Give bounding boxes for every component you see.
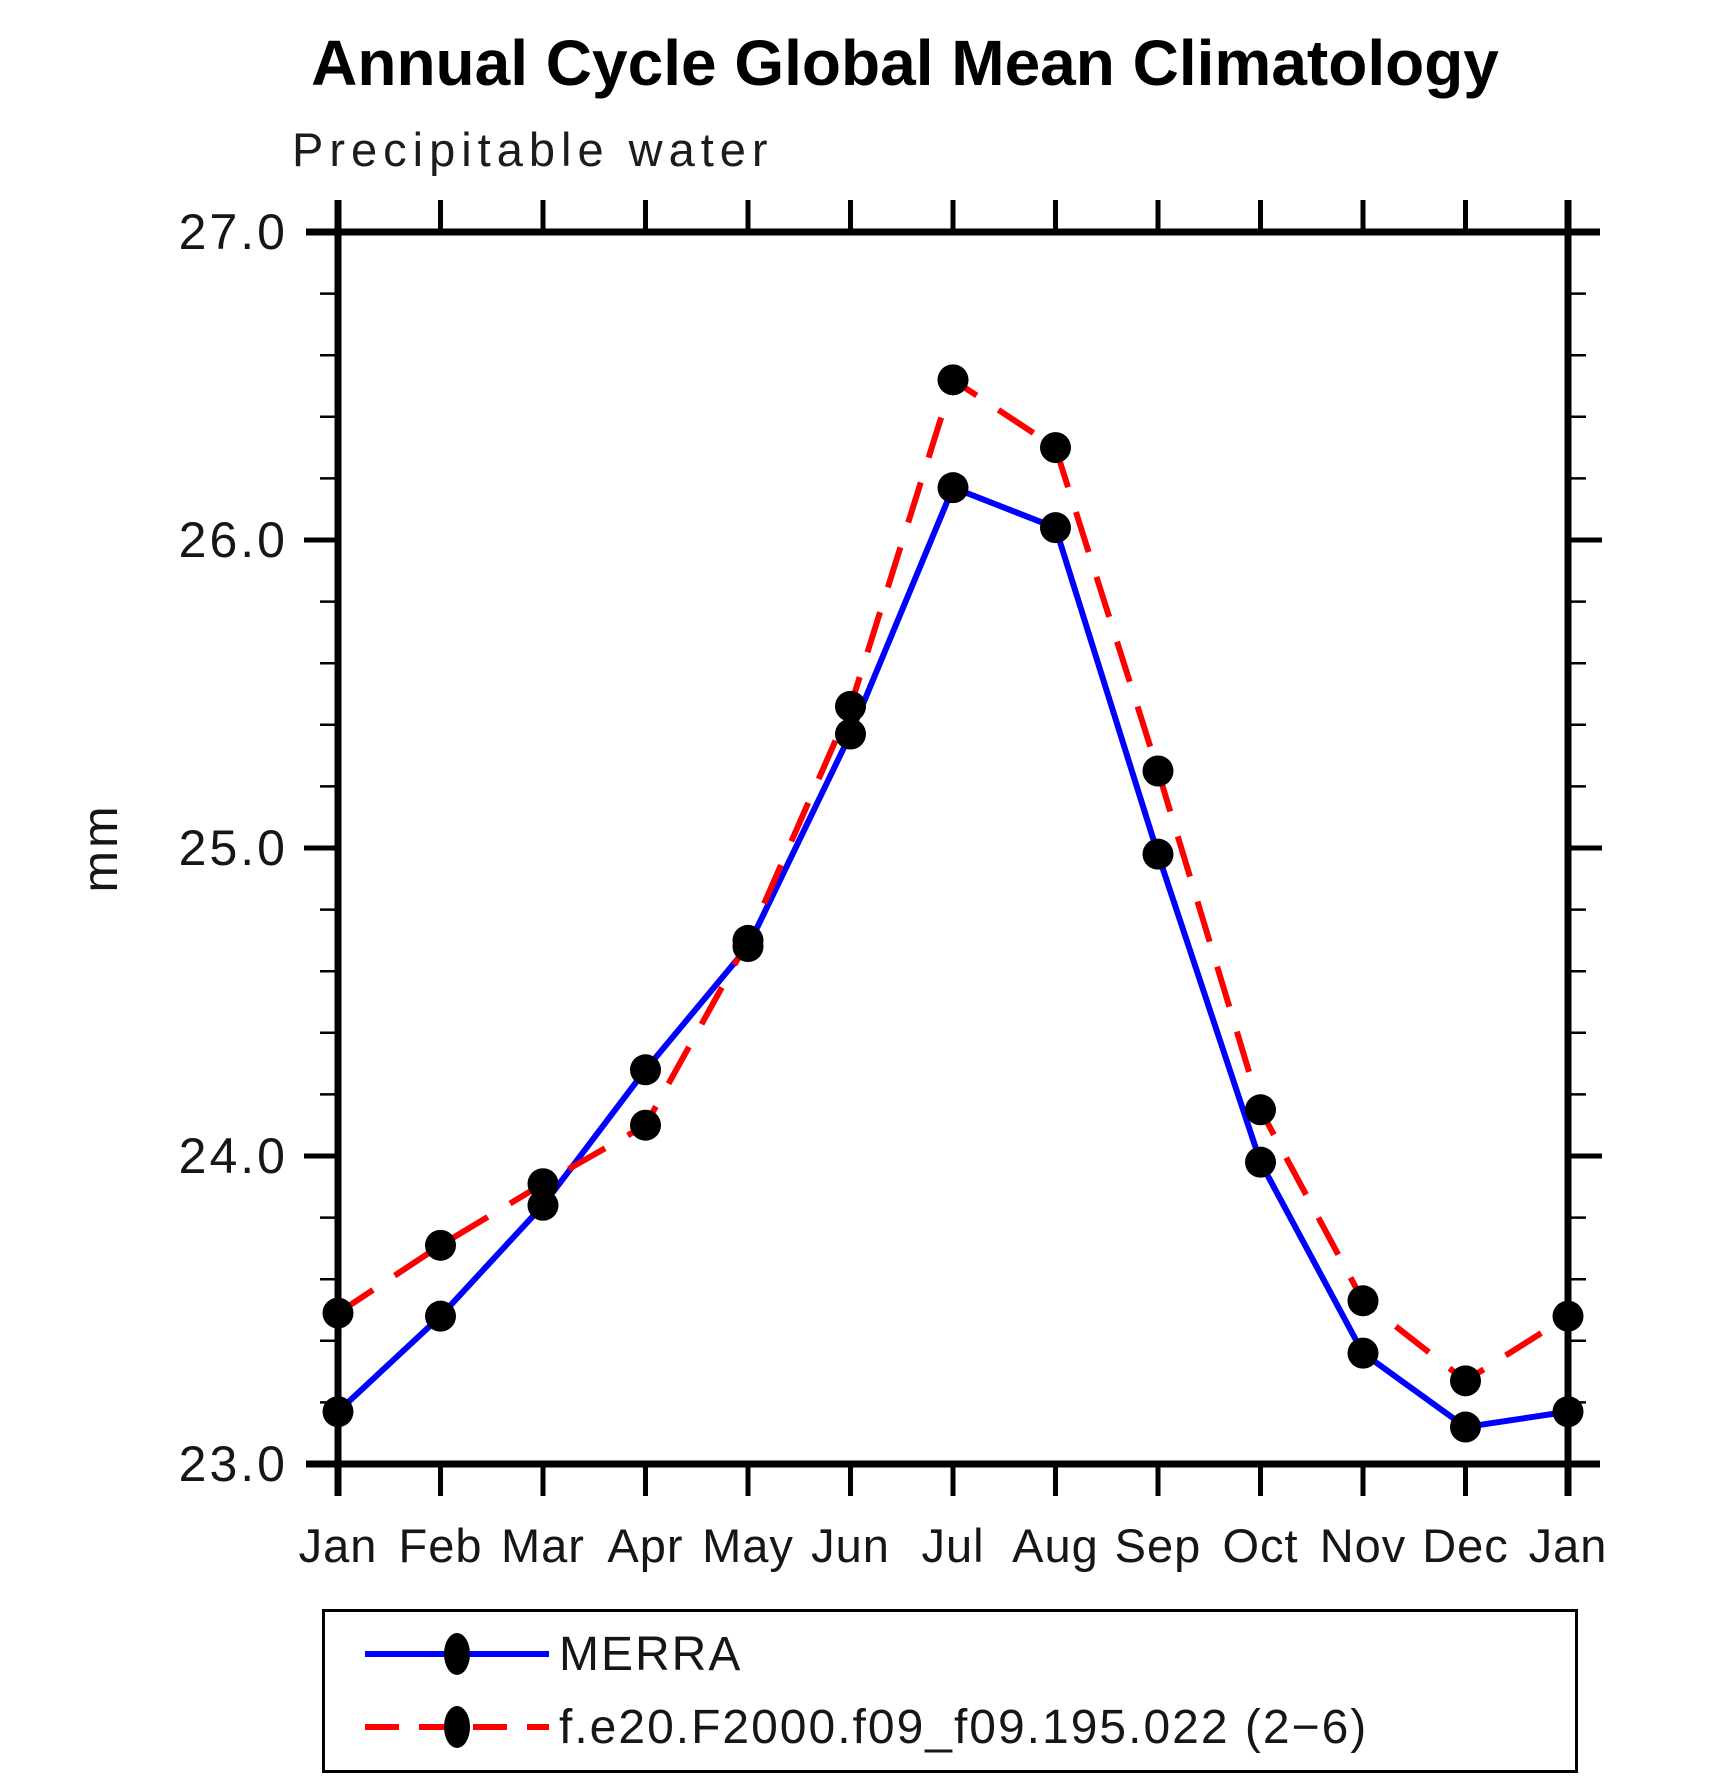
- x-tick-label: Aug: [1012, 1519, 1099, 1572]
- legend-label-model: f.e20.F2000.f09_f09.195.022 (2−6): [559, 1700, 1369, 1754]
- legend-marker-dot: [444, 1633, 470, 1675]
- x-tick-label: Apr: [607, 1519, 683, 1572]
- legend-box: MERRA f.e20.F2000.f09_f09.195.022 (2−6): [322, 1609, 1578, 1773]
- data-point-marker: [1040, 512, 1071, 544]
- x-tick-label: May: [702, 1519, 794, 1572]
- x-tick-label: Nov: [1320, 1519, 1407, 1572]
- data-point-marker: [630, 1054, 661, 1086]
- x-tick-label: Sep: [1115, 1519, 1202, 1572]
- x-tick-label: Mar: [501, 1519, 585, 1572]
- y-tick-label: 23.0: [179, 1436, 288, 1492]
- data-point-marker: [732, 924, 764, 956]
- legend-label-merra: MERRA: [559, 1627, 743, 1681]
- data-point-marker: [937, 472, 969, 504]
- y-tick-label: 27.0: [179, 204, 288, 260]
- x-tick-label: Jan: [299, 1519, 378, 1572]
- data-point-marker: [1450, 1411, 1481, 1443]
- x-tick-label: Jun: [811, 1519, 890, 1572]
- series-line-merra: [335, 484, 1569, 1431]
- data-point-marker: [1347, 1285, 1379, 1317]
- data-point-marker: [835, 718, 866, 750]
- data-point-marker: [937, 364, 969, 396]
- data-point-marker: [1040, 432, 1071, 464]
- data-point-marker: [1142, 755, 1174, 787]
- data-point-marker: [527, 1189, 559, 1221]
- y-tick-label: 26.0: [179, 512, 288, 568]
- data-point-marker: [425, 1300, 456, 1332]
- data-point-marker: [1245, 1094, 1276, 1126]
- data-point-marker: [1450, 1365, 1481, 1397]
- data-point-marker: [425, 1229, 456, 1261]
- x-tick-label: Dec: [1422, 1519, 1509, 1572]
- x-tick-label: Jan: [1529, 1519, 1608, 1572]
- y-axis-title: mm: [72, 803, 128, 892]
- data-point-marker: [1552, 1300, 1584, 1332]
- y-tick-label: 24.0: [179, 1128, 288, 1184]
- legend-sample-model: [365, 1706, 549, 1748]
- y-tick-label: 25.0: [179, 820, 288, 876]
- legend-item-merra: MERRA: [363, 1624, 742, 1684]
- legend-sample-merra: [365, 1633, 549, 1675]
- x-tick-label: Feb: [399, 1519, 483, 1572]
- chart-title: Annual Cycle Global Mean Climatology: [311, 27, 1499, 99]
- x-tick-label: Oct: [1222, 1519, 1298, 1572]
- legend-marker-dot: [444, 1706, 470, 1748]
- data-point-marker: [630, 1109, 661, 1141]
- data-point-marker: [1347, 1337, 1379, 1369]
- data-point-marker: [1552, 1396, 1584, 1428]
- legend-item-model: f.e20.F2000.f09_f09.195.022 (2−6): [363, 1697, 1368, 1757]
- data-point-marker: [835, 690, 866, 722]
- data-point-marker: [1142, 838, 1174, 870]
- data-point-marker: [1245, 1146, 1276, 1178]
- chart-subtitle: Precipitable water: [292, 123, 774, 176]
- data-point-marker: [322, 1297, 354, 1329]
- data-point-marker: [322, 1396, 354, 1428]
- x-tick-label: Jul: [921, 1519, 984, 1572]
- data-point-marker: [527, 1168, 559, 1200]
